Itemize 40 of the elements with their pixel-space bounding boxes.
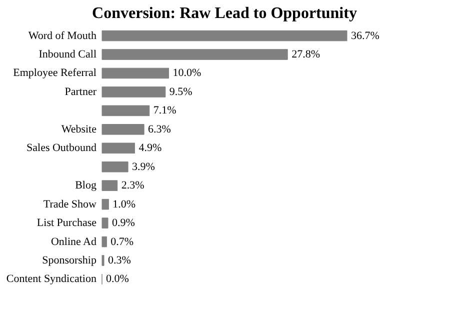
y-tick-label: Inbound Call [38,48,96,60]
y-tick-label: Word of Mouth [28,30,97,42]
data-label: 0.7% [110,236,134,248]
y-tick-label: Content Syndication [6,273,97,286]
bar [102,86,166,98]
data-label: 36.7% [351,30,380,42]
data-label: 2.3% [121,180,144,192]
data-label: 6.3% [148,123,171,136]
y-tick-label: List Purchase [36,217,97,230]
y-tick-label: Online Ad [50,236,97,248]
y-tick-label: Trade Show [43,198,97,210]
y-tick-label: Sales Outbound [26,142,97,154]
y-tick-label: Employee Referral [13,67,96,80]
y-tick-label: Partner [64,86,97,98]
bar [102,49,288,60]
data-label: 0.3% [108,254,131,267]
chart-title: Conversion: Raw Lead to Opportunity [92,5,357,22]
bar [102,142,135,154]
data-label: 0.9% [112,217,135,230]
y-tick-label: Blog [75,180,97,192]
bar [102,68,170,79]
data-label: 3.9% [132,160,155,173]
bar [102,236,107,248]
data-label: 27.8% [292,48,320,60]
bar [102,30,348,42]
data-label: 1.0% [112,198,136,210]
data-label: 4.9% [138,142,162,154]
y-tick-label: Website [61,123,97,136]
data-label: 0.0% [106,273,129,286]
bar [102,161,128,172]
bar [102,105,150,116]
bar [102,124,144,135]
data-label: 10.0% [172,67,202,80]
y-tick-label: Sponsorship [42,254,97,267]
bar [102,255,104,266]
data-label: 7.1% [153,104,176,117]
data-label: 9.5% [169,86,192,98]
bar [102,198,109,210]
bar [102,218,108,228]
bar [102,180,118,191]
